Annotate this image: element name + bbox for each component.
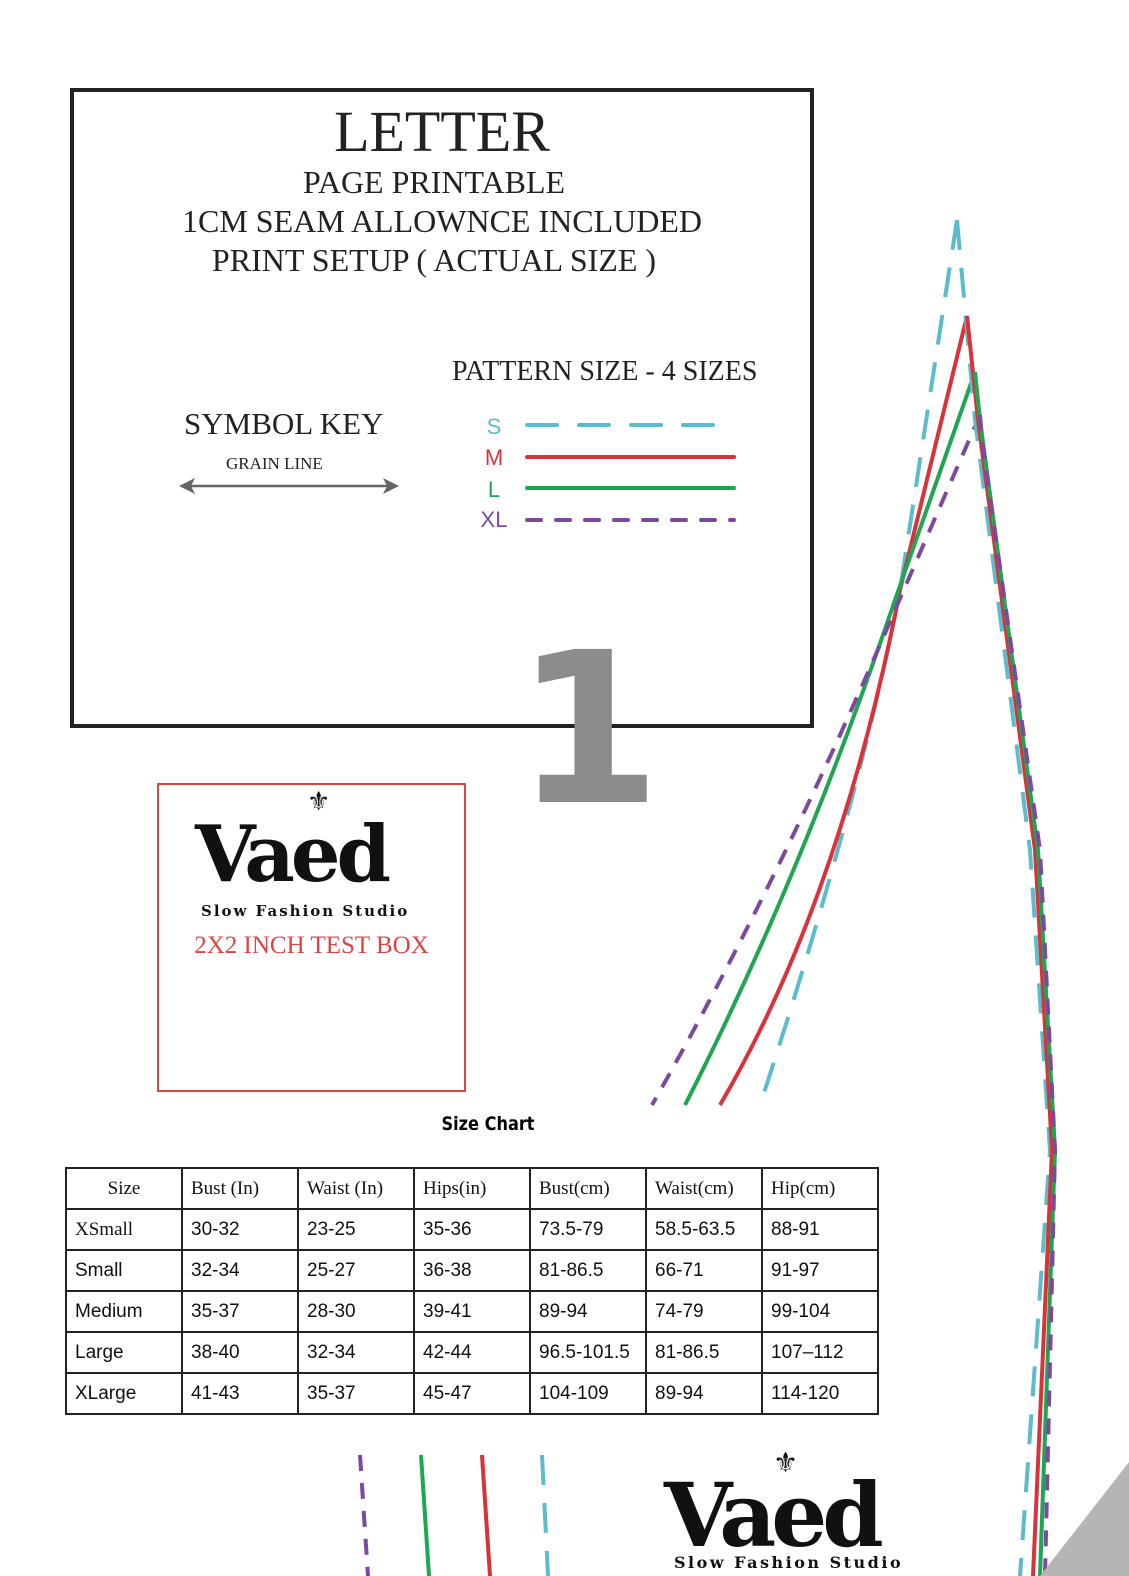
table-cell: 99-104: [761, 1290, 879, 1333]
table-cell: 36-38: [413, 1249, 531, 1292]
table-cell: 38-40: [181, 1331, 299, 1374]
table-cell: 35-36: [413, 1208, 531, 1251]
page-title: LETTER: [334, 99, 550, 164]
legend-label-l: L: [487, 477, 501, 502]
pattern-line-l-lower: [419, 1454, 431, 1576]
legend-lines: [525, 423, 736, 522]
table-cell: XLarge: [65, 1372, 183, 1415]
table-cell: 23-25: [297, 1208, 415, 1251]
pattern-line-m-lower: [480, 1454, 492, 1576]
pattern-line-s: [758, 219, 959, 1106]
pattern-line-m-right: [965, 315, 1055, 1576]
table-row: Medium 35-37 28-30 39-41 89-94 74-79 99-104: [65, 1290, 879, 1333]
table-cell: XSmall: [65, 1208, 183, 1251]
table-row: XSmall 30-32 23-25 35-36 73.5-79 58.5-63.5 88-…: [65, 1208, 879, 1251]
header-cell: Hips(in): [413, 1167, 531, 1210]
corner-triangle: [1040, 1462, 1129, 1576]
table-row: Small 32-34 25-27 36-38 81-86.5 66-71 91-97: [65, 1249, 879, 1292]
pattern-line-xl: [650, 414, 982, 1106]
table-cell: 91-97: [761, 1249, 879, 1292]
info-line: 1CM SEAM ALLOWNCE INCLUDED: [182, 203, 702, 239]
footer-brand-tagline: Slow Fashion Studio: [674, 1553, 904, 1572]
info-box: LETTER PAGE PRINTABLE 1CM SEAM ALLOWNCE …: [70, 88, 814, 728]
pattern-line-m: [718, 315, 969, 1107]
table-cell: Small: [65, 1249, 183, 1292]
table-cell: 88-91: [761, 1208, 879, 1251]
header-cell: Bust (In): [181, 1167, 299, 1210]
table-cell: 114-120: [761, 1372, 879, 1415]
table-cell: 30-32: [181, 1208, 299, 1251]
legend-label-xl: XL: [480, 507, 508, 532]
fleur-icon: ⚜: [307, 786, 331, 816]
header-cell: Bust(cm): [529, 1167, 647, 1210]
test-box-label: 2X2 INCH TEST BOX: [194, 932, 429, 959]
table-row: XLarge 41-43 35-37 45-47 104-109 89-94 114-120: [65, 1372, 879, 1415]
pattern-line-s-right: [955, 219, 1053, 1576]
info-line: PRINT SETUP ( ACTUAL SIZE ): [211, 242, 657, 278]
brand-tagline: Slow Fashion Studio: [201, 902, 410, 920]
header-cell: Size: [65, 1167, 183, 1210]
table-cell: 45-47: [413, 1372, 531, 1415]
table-cell: 28-30: [297, 1290, 415, 1333]
table-cell: Medium: [65, 1290, 183, 1333]
table-cell: 96.5-101.5: [529, 1331, 647, 1374]
table-cell: 73.5-79: [529, 1208, 647, 1251]
table-cell: 74-79: [645, 1290, 763, 1333]
grain-line-label: GRAIN LINE: [226, 454, 323, 473]
table-cell: 35-37: [297, 1372, 415, 1415]
pattern-line-s-lower: [540, 1454, 550, 1576]
table-cell: 41-43: [181, 1372, 299, 1415]
table-cell: 66-71: [645, 1249, 763, 1292]
pattern-size-title: PATTERN SIZE - 4 SIZES: [452, 356, 758, 387]
pattern-line-xl-right: [978, 414, 1058, 1576]
table-cell: 104-109: [529, 1372, 647, 1415]
table-header-row: Size Bust (In) Waist (In) Hips(in) Bust(…: [65, 1167, 879, 1210]
legend-label-s: S: [486, 414, 502, 439]
header-cell: Waist (In): [297, 1167, 415, 1210]
table-cell: 81-86.5: [529, 1249, 647, 1292]
grain-line-arrow-icon: [179, 478, 399, 494]
pattern-line-xl-lower: [358, 1454, 370, 1576]
header-cell: Waist(cm): [645, 1167, 763, 1210]
table-cell: Large: [65, 1331, 183, 1374]
table-cell: 32-34: [297, 1331, 415, 1374]
table-cell: 42-44: [413, 1331, 531, 1374]
table-cell: 81-86.5: [645, 1331, 763, 1374]
brand-logo: Vaed: [195, 809, 391, 900]
footer-brand-logo: Vaed: [664, 1463, 884, 1567]
test-box: ⚜ Vaed Slow Fashion Studio 2X2 INCH TEST…: [157, 783, 466, 1092]
size-chart-table: Size Bust (In) Waist (In) Hips(in) Bust(…: [65, 1167, 879, 1415]
header-cell: Hip(cm): [761, 1167, 879, 1210]
info-line: PAGE PRINTABLE: [302, 164, 566, 200]
fleur-icon: ⚜: [773, 1447, 799, 1478]
table-cell: 25-27: [297, 1249, 415, 1292]
legend-label-m: M: [484, 445, 504, 470]
table-cell: 35-37: [181, 1290, 299, 1333]
page-number: 1: [515, 607, 662, 852]
size-chart-title: Size Chart: [441, 1113, 535, 1135]
table-cell: 89-94: [645, 1372, 763, 1415]
table-cell: 89-94: [529, 1290, 647, 1333]
symbol-key-title: SYMBOL KEY: [184, 406, 384, 441]
table-cell: 107–112: [761, 1331, 879, 1374]
table-cell: 32-34: [181, 1249, 299, 1292]
table-cell: 58.5-63.5: [645, 1208, 763, 1251]
table-row: Large 38-40 32-34 42-44 96.5-101.5 81-86.5 107…: [65, 1331, 879, 1374]
table-cell: 39-41: [413, 1290, 531, 1333]
